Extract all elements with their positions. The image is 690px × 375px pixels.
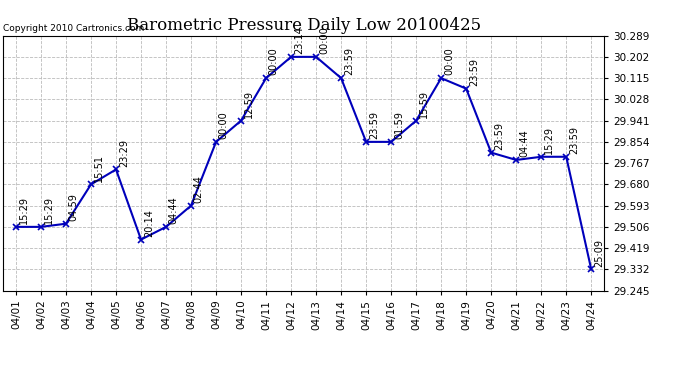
- Title: Barometric Pressure Daily Low 20100425: Barometric Pressure Daily Low 20100425: [126, 17, 481, 34]
- Text: 04:44: 04:44: [169, 196, 179, 224]
- Text: 15:59: 15:59: [419, 90, 429, 118]
- Text: 25:09: 25:09: [594, 238, 604, 267]
- Text: 04:44: 04:44: [519, 129, 529, 157]
- Text: 04:59: 04:59: [69, 193, 79, 221]
- Text: 15:29: 15:29: [19, 196, 29, 224]
- Text: 23:14: 23:14: [294, 26, 304, 54]
- Text: 01:59: 01:59: [394, 111, 404, 139]
- Text: 00:00: 00:00: [269, 48, 279, 75]
- Text: 15:51: 15:51: [94, 154, 104, 182]
- Text: 23:29: 23:29: [119, 139, 129, 167]
- Text: 23:59: 23:59: [569, 126, 579, 154]
- Text: 00:00: 00:00: [444, 48, 454, 75]
- Text: 20:14: 20:14: [144, 209, 154, 237]
- Text: 12:59: 12:59: [244, 90, 254, 118]
- Text: 23:59: 23:59: [369, 111, 379, 139]
- Text: 23:59: 23:59: [469, 58, 479, 86]
- Text: 23:59: 23:59: [494, 122, 504, 150]
- Text: 23:59: 23:59: [344, 47, 354, 75]
- Text: 02:44: 02:44: [194, 175, 204, 203]
- Text: 15:29: 15:29: [544, 126, 554, 154]
- Text: 00:00: 00:00: [319, 26, 329, 54]
- Text: Copyright 2010 Cartronics.com: Copyright 2010 Cartronics.com: [3, 24, 145, 33]
- Text: 00:00: 00:00: [219, 111, 229, 139]
- Text: 15:29: 15:29: [43, 196, 54, 224]
